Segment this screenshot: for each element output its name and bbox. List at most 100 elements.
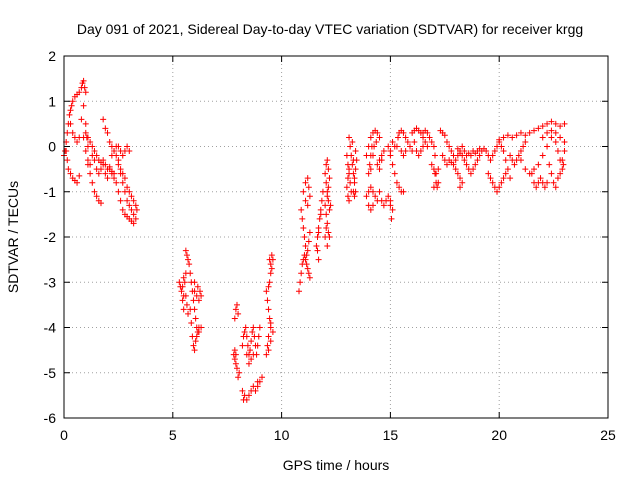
data-point	[119, 179, 126, 186]
data-point	[439, 152, 446, 159]
y-tick-label: -4	[44, 320, 57, 336]
data-point	[353, 157, 360, 164]
data-point	[367, 184, 374, 191]
data-point	[548, 134, 555, 141]
data-point	[400, 129, 407, 136]
data-point	[351, 175, 358, 182]
data-point	[89, 152, 96, 159]
data-point	[239, 342, 246, 349]
data-point	[304, 202, 311, 209]
data-point	[443, 161, 450, 168]
data-point	[367, 206, 374, 213]
data-point	[130, 220, 137, 227]
data-point	[299, 215, 306, 222]
data-point	[245, 360, 252, 367]
data-point	[244, 342, 251, 349]
data-point	[190, 297, 197, 304]
data-point	[476, 145, 483, 152]
data-point	[325, 184, 332, 191]
data-point	[265, 283, 272, 290]
data-point	[411, 138, 418, 145]
data-point	[380, 148, 387, 155]
data-point	[459, 143, 466, 150]
data-point	[185, 256, 192, 263]
data-point	[186, 261, 193, 268]
data-point	[347, 143, 354, 150]
data-point	[235, 310, 242, 317]
data-point	[388, 215, 395, 222]
data-point	[457, 184, 464, 191]
data-point	[64, 129, 71, 136]
data-point	[305, 270, 312, 277]
data-point	[515, 152, 522, 159]
data-point	[365, 202, 372, 209]
data-point	[457, 175, 464, 182]
data-point	[115, 188, 122, 195]
data-point	[326, 206, 333, 213]
data-point	[561, 148, 568, 155]
data-point	[522, 138, 529, 145]
data-point	[467, 152, 474, 159]
data-point	[97, 166, 104, 173]
data-point	[195, 297, 202, 304]
data-point	[559, 157, 566, 164]
data-point	[325, 197, 332, 204]
data-point	[535, 161, 542, 168]
data-point	[239, 387, 246, 394]
data-point	[298, 206, 305, 213]
data-point	[305, 184, 312, 191]
data-point	[87, 170, 94, 177]
data-point	[252, 387, 259, 394]
data-point	[448, 148, 455, 155]
data-point	[443, 138, 450, 145]
data-point	[366, 161, 373, 168]
data-point	[80, 102, 87, 109]
data-point	[400, 152, 407, 159]
data-point	[548, 170, 555, 177]
data-point	[190, 342, 197, 349]
data-point	[263, 351, 270, 358]
data-point	[344, 193, 351, 200]
x-tick-label: 15	[383, 427, 399, 443]
data-point	[300, 188, 307, 195]
data-point	[483, 148, 490, 155]
data-point	[316, 215, 323, 222]
data-point	[472, 161, 479, 168]
data-point	[314, 247, 321, 254]
data-point	[548, 118, 555, 125]
data-point	[102, 125, 109, 132]
data-point	[548, 127, 555, 134]
data-point	[108, 152, 115, 159]
data-point	[198, 292, 205, 299]
data-point	[531, 166, 538, 173]
data-point	[264, 342, 271, 349]
data-point	[487, 175, 494, 182]
data-point	[500, 134, 507, 141]
data-point	[554, 175, 561, 182]
x-tick-label: 5	[169, 427, 177, 443]
data-point	[349, 138, 356, 145]
data-point	[430, 143, 437, 150]
y-tick-label: 0	[48, 139, 56, 155]
data-point	[539, 123, 546, 130]
data-point	[537, 175, 544, 182]
data-point	[243, 351, 250, 358]
x-tick-label: 25	[600, 427, 616, 443]
data-point	[373, 138, 380, 145]
data-point	[69, 129, 76, 136]
data-point	[539, 134, 546, 141]
data-point	[259, 374, 266, 381]
data-point	[267, 270, 274, 277]
y-tick-label: -1	[44, 184, 57, 200]
data-point	[461, 148, 468, 155]
data-point	[91, 157, 98, 164]
data-point	[181, 279, 188, 286]
data-point	[351, 193, 358, 200]
data-point	[546, 161, 553, 168]
data-point	[500, 148, 507, 155]
data-point	[322, 170, 329, 177]
data-point	[67, 170, 74, 177]
data-point	[128, 206, 135, 213]
data-point	[452, 166, 459, 173]
data-point	[256, 324, 263, 331]
